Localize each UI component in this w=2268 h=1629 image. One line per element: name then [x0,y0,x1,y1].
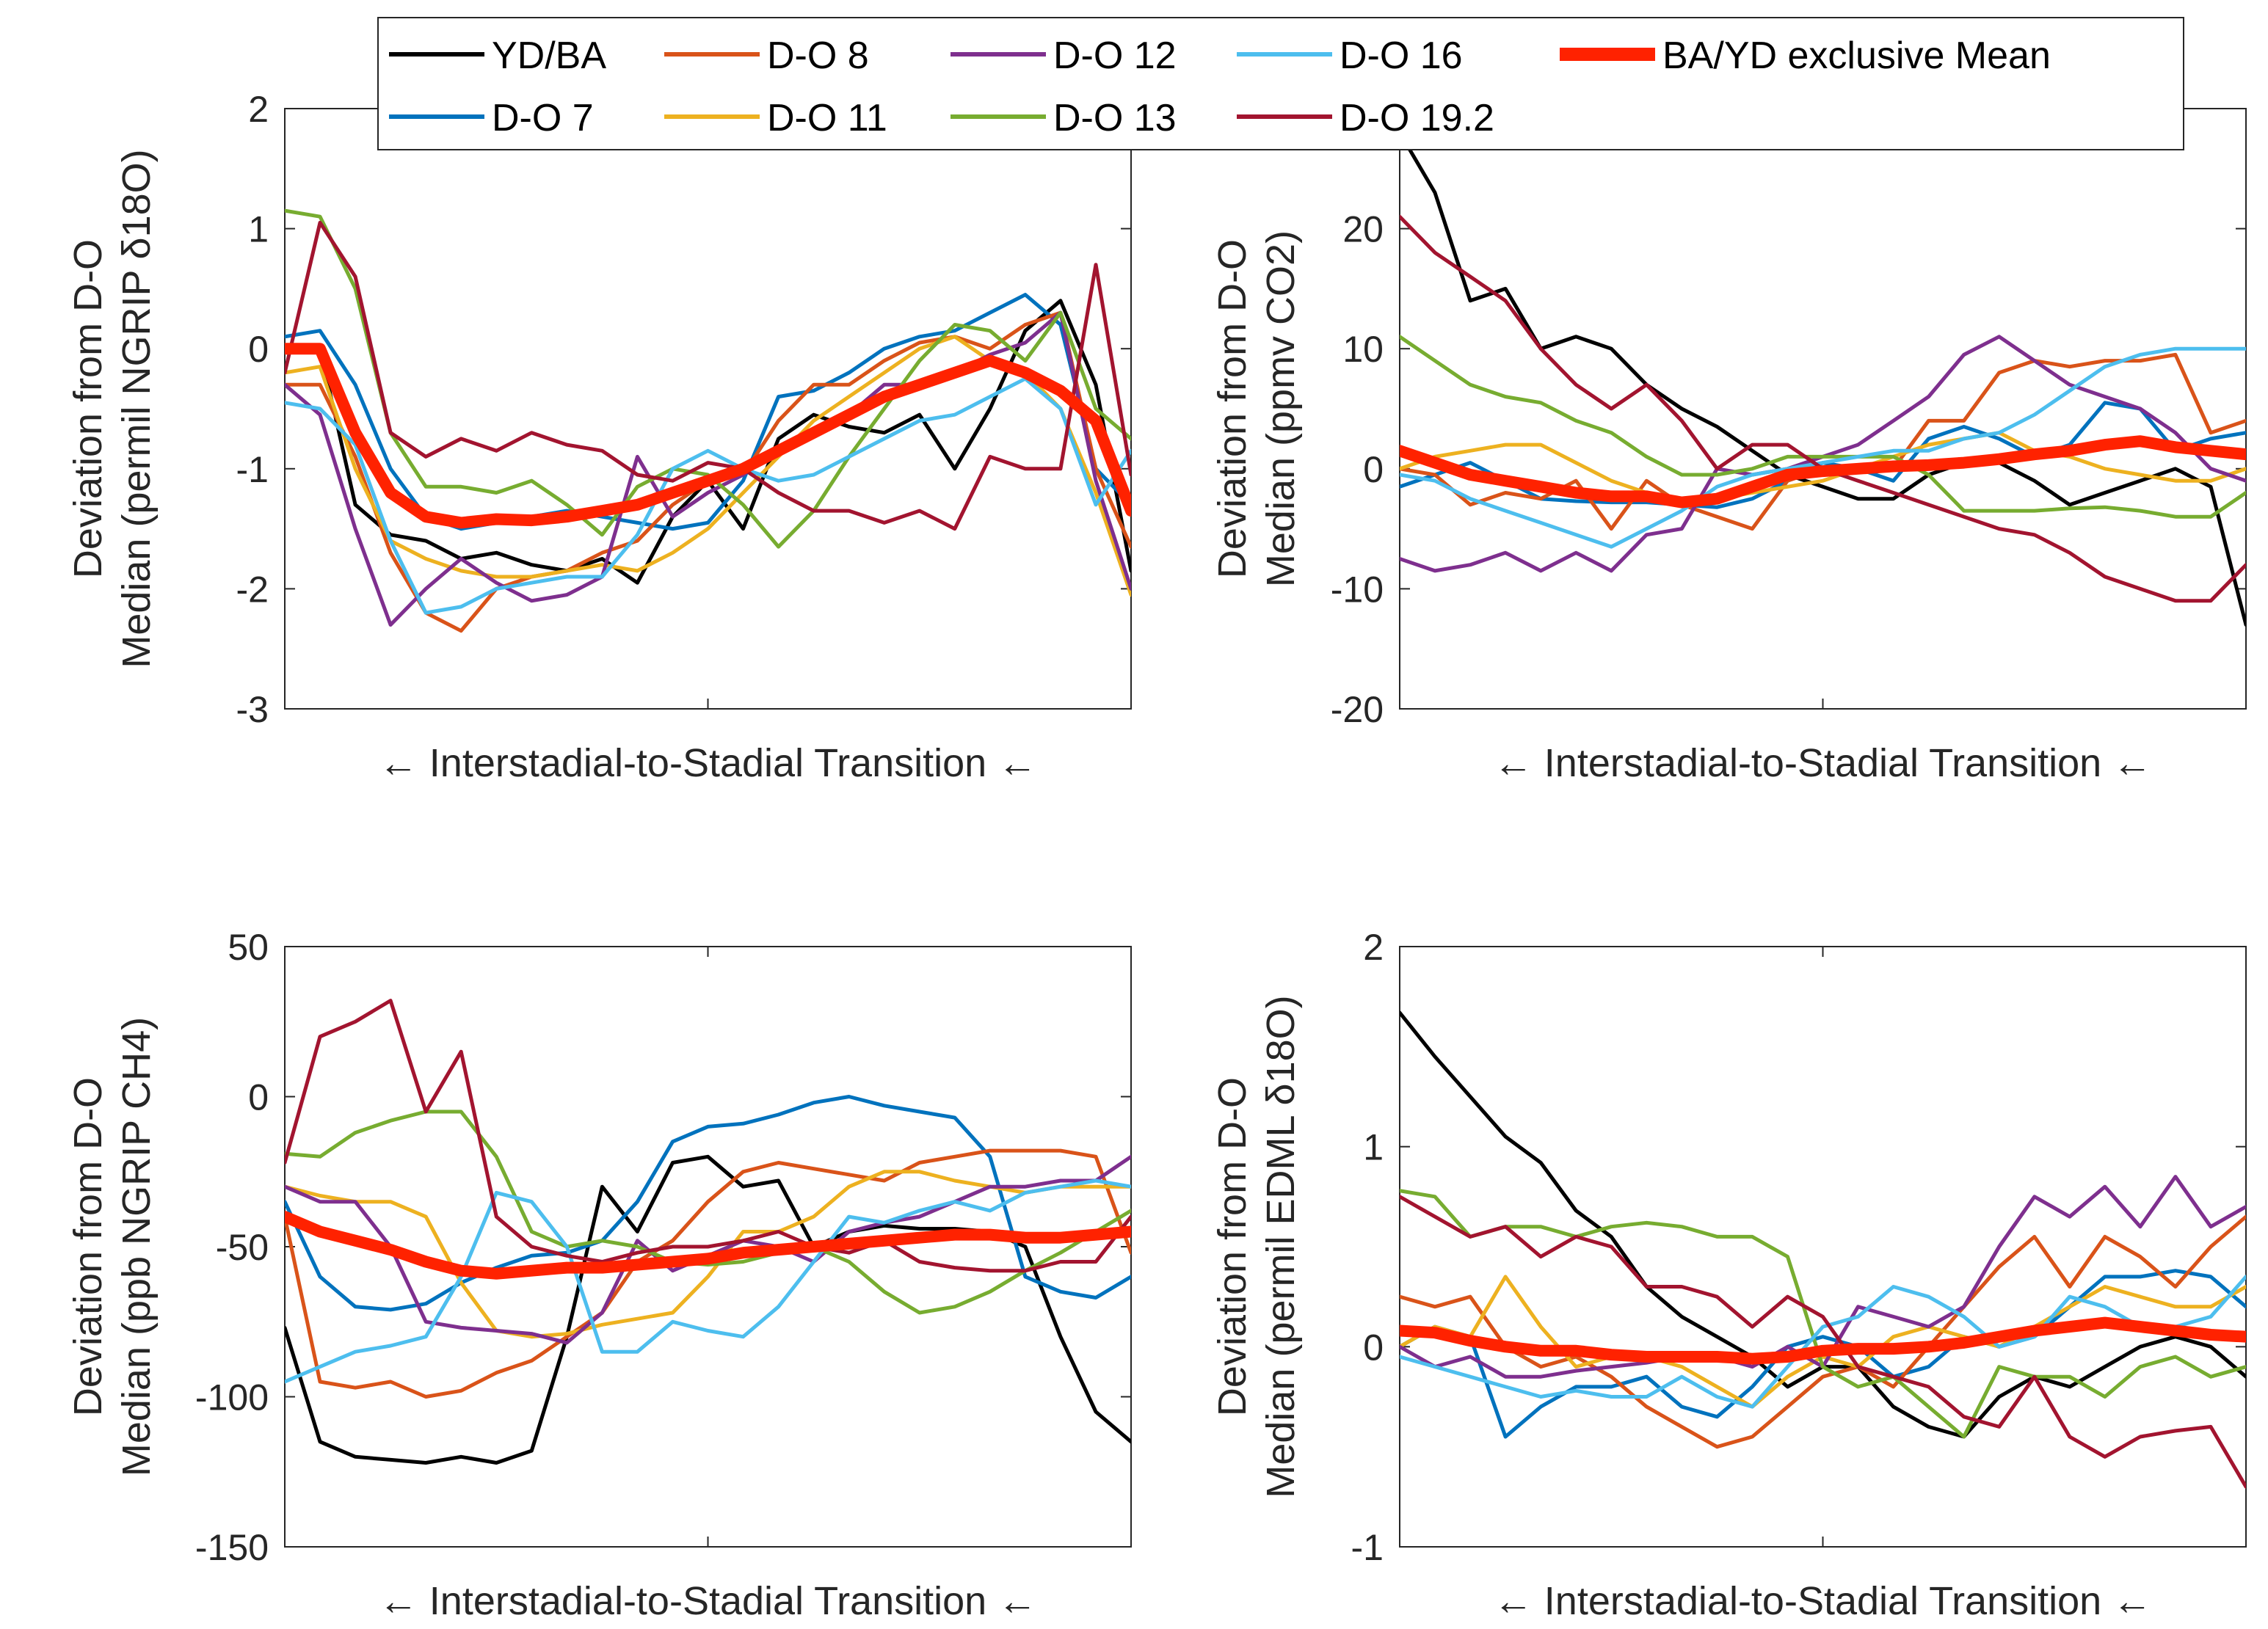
y-axis-label-line2: Median (ppmv CO2) [1259,230,1303,587]
plot-area [285,208,1131,633]
series-line-d-o-13 [1400,335,2246,519]
y-tick-label: -2 [236,569,269,610]
panel-top-left: 2 1 0 -1 -2 -3 ← Interstadial-to-Stadial Trans… [66,89,1132,785]
series-line-ba-yd-exclusive-mean [1400,1316,2246,1365]
y-tick-label: -1 [1351,1527,1384,1568]
series-line-d-o-12 [285,1154,1131,1345]
legend-item-d-o-12: D-O 12 [951,34,1177,77]
series-line-d-o-16 [285,376,1131,615]
y-tick-label: 0 [1363,1327,1384,1368]
x-axis-label: ← Interstadial-to-Stadial Transition ← [379,741,1037,785]
series-line-d-o-19-2 [285,999,1131,1273]
y-axis-label-line1: Deviation from D-O [1210,1077,1254,1416]
plot-area [1400,131,2246,627]
y-axis-label-line2: Median (permil NGRIP δ18O) [115,149,159,668]
y-tick-label: -50 [216,1227,269,1268]
legend-label: D-O 8 [767,34,869,77]
x-axis-label: ← Interstadial-to-Stadial Transition ← [379,1579,1037,1623]
series-line-d-o-12 [1400,335,2246,573]
legend-label: D-O 12 [1053,34,1177,77]
y-axis-label-line1: Deviation from D-O [66,1077,110,1416]
y-axis-label-line2: Median (ppb NGRIP CH4) [115,1017,159,1476]
series-line-d-o-12 [285,310,1131,627]
legend-item-yd-ba: YD/BA [389,34,606,77]
legend-label: D-O 11 [767,97,887,139]
x-axis-label: ← Interstadial-to-Stadial Transition ← [1494,1579,2152,1623]
y-tick-label: -10 [1331,569,1384,610]
y-tick-label: 2 [248,89,269,130]
series-line-d-o-7 [285,1095,1131,1312]
legend-item-d-o-11: D-O 11 [664,97,887,139]
legend-item-d-o-7: D-O 7 [389,97,594,139]
y-tick-label: 1 [1363,1127,1384,1168]
series-line-d-o-7 [1400,1269,2246,1439]
series-line-ba-yd-exclusive-mean [285,343,1131,529]
legend-item-d-o-19-2: D-O 19.2 [1237,97,1494,139]
series-line-yd-ba [1400,1010,2246,1439]
axes-frame [1399,108,2247,710]
y-tick-label: -150 [195,1527,269,1568]
panel-bottom-right: 2 1 0 -1 ← Interstadial-to-Stadial Transitio… [1210,927,2247,1623]
legend: YD/BA D-O 8 D-O 12 D-O 16 BA/YD exclusive Me… [377,17,2184,150]
series-line-d-o-16 [1400,1275,2246,1409]
series-line-ba-yd-exclusive-mean [285,1211,1131,1280]
legend-box [377,17,2184,150]
series-line-d-o-19-2 [285,220,1131,531]
series-line-d-o-8 [1400,1214,2246,1449]
series-line-d-o-19-2 [1400,214,2246,603]
legend-label: BA/YD exclusive Mean [1662,34,2051,77]
legend-label: D-O 16 [1340,34,1463,77]
axes-frame [284,108,1132,710]
legend-item-d-o-16: D-O 16 [1237,34,1463,77]
panel-top-right: 20 10 0 -10 -20 ← Interstadial-to-Stadial Tra… [1210,108,2247,785]
y-axis-label-line1: Deviation from D-O [1210,239,1254,578]
y-tick-label: -1 [236,449,269,490]
legend-item-d-o-8: D-O 8 [664,34,869,77]
y-tick-label: -3 [236,689,269,730]
y-tick-label: -100 [195,1377,269,1418]
series-line-ba-yd-exclusive-mean [1400,435,2246,509]
y-tick-label: 10 [1342,329,1384,370]
series-line-d-o-16 [285,1178,1131,1384]
plot-area [285,999,1131,1465]
legend-item-d-o-13: D-O 13 [951,97,1177,139]
y-tick-label: -20 [1331,689,1384,730]
y-tick-label: 1 [248,209,269,250]
legend-label: YD/BA [492,34,606,77]
y-axis-label-line1: Deviation from D-O [66,239,110,578]
y-tick-label: 0 [1363,449,1384,490]
series-line-d-o-13 [1400,1189,2246,1439]
series-line-yd-ba [1400,131,2246,627]
panel-bottom-left: 50 0 -50 -100 -150 ← Interstadial-to-Stadial … [66,927,1132,1623]
y-tick-label: 2 [1363,927,1384,968]
y-tick-label: 50 [228,927,269,968]
series-line-d-o-11 [1400,431,2246,501]
legend-label: D-O 13 [1053,97,1177,139]
series-line-d-o-11 [1400,1275,2246,1409]
y-axis-label-line2: Median (permil EDML δ18O) [1259,995,1303,1498]
series-line-d-o-8 [285,1148,1131,1399]
legend-item-ba-yd-exclusive-mean: BA/YD exclusive Mean [1560,34,2051,77]
y-tick-label: 0 [248,1077,269,1118]
legend-label: D-O 7 [492,97,594,139]
x-axis-label: ← Interstadial-to-Stadial Transition ← [1494,741,2152,785]
y-tick-label: 20 [1342,209,1384,250]
series-line-d-o-19-2 [1400,1195,2246,1489]
y-tick-label: 0 [248,329,269,370]
legend-label: D-O 19.2 [1340,97,1494,139]
plot-area [1400,1010,2246,1489]
series-line-d-o-16 [1400,346,2246,549]
